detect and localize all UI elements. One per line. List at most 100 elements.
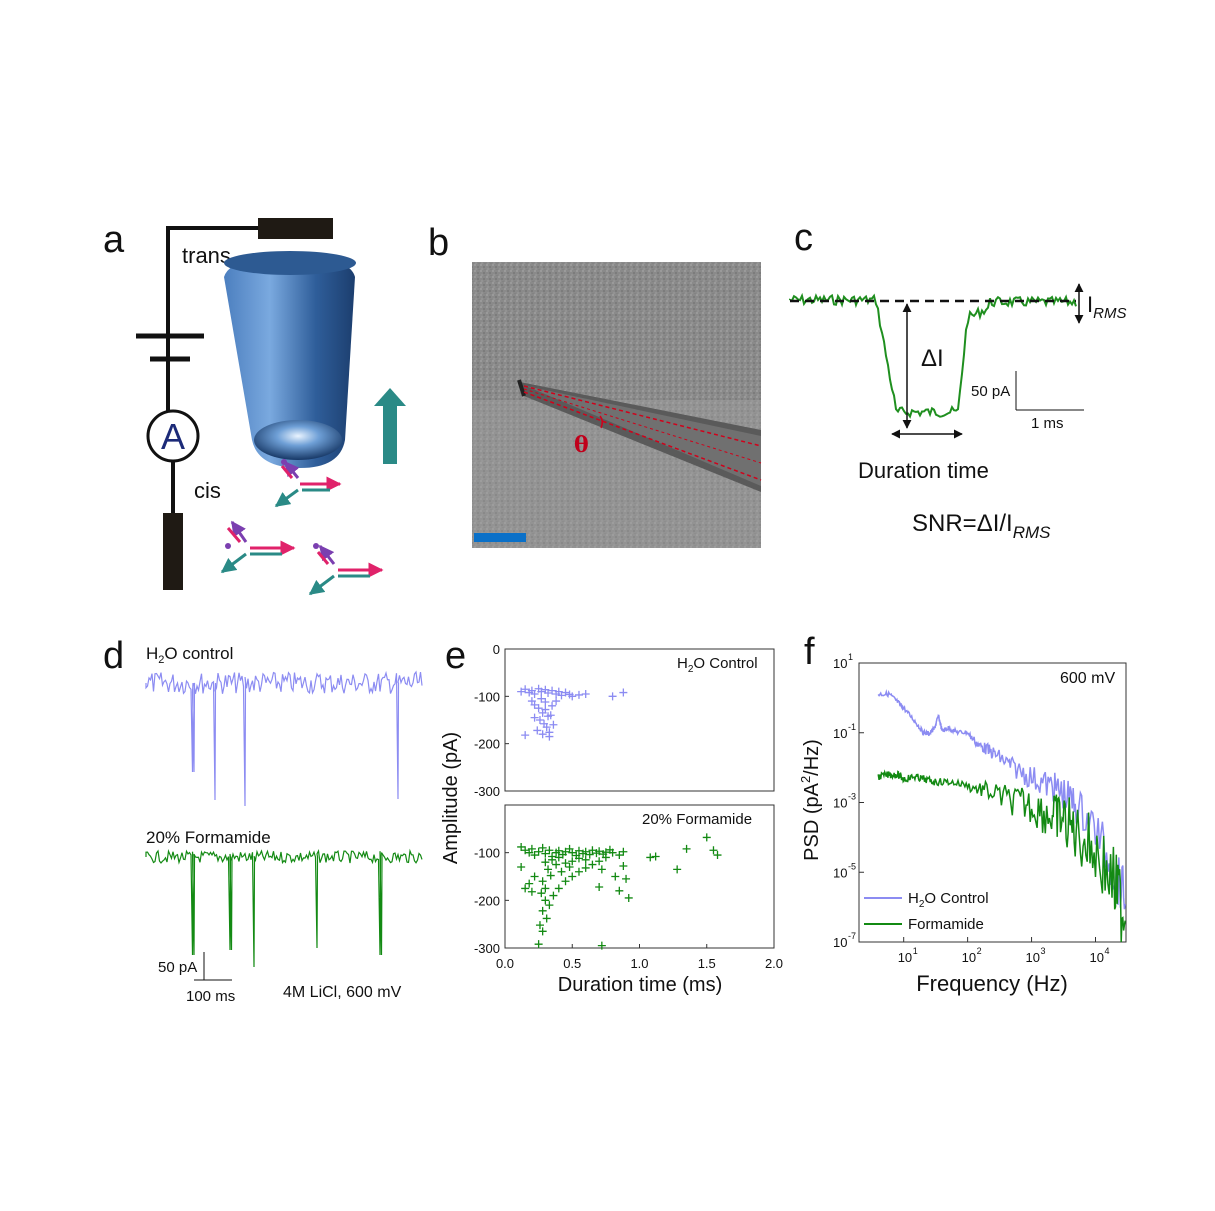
scatter-point [527,844,536,853]
scatter-point [548,686,557,695]
scatter-point [557,867,566,876]
y-tick-label: -100 [474,689,500,704]
angle-label: θ [574,432,589,458]
scatter-point [535,716,544,724]
scatter-point [565,862,574,871]
scatter-point [549,891,558,900]
scatter-point [651,852,660,861]
scatter-point [561,688,570,697]
y-tick-exponent: -7 [848,931,856,941]
scatter-point [619,862,628,871]
scatter-point [541,705,550,714]
x-tick-exponent: 2 [977,946,982,956]
scatter-point [673,865,682,874]
e-top-points [517,684,628,741]
trace-label-formamide: 20% Formamide [146,828,271,847]
scatter-point [538,927,547,936]
scatter-point [521,731,530,740]
scatter-point [538,730,547,739]
scatter-point [541,884,550,893]
e-bottom-ticks: -100 -200 -300 [474,846,509,956]
trans-wire [166,226,262,411]
angle-line-top [523,385,762,447]
delta-i-label: ΔI [921,345,944,372]
dna-junction-2 [220,520,296,574]
scatter-point [622,874,631,883]
y-tick-exponent: -3 [848,792,856,802]
angle-line-bottom [523,391,762,481]
scatter-point [546,871,555,880]
y-tick-exponent: 1 [848,652,853,662]
scatter-point [581,863,590,872]
scatter-point [545,732,554,741]
e-top-plot-frame [504,648,775,792]
scatter-point [595,882,604,891]
panel-label-f: f [804,631,815,673]
scatter-point [541,698,550,707]
scatter-point [597,865,606,874]
x-tick-label: 1.5 [698,956,716,971]
scale-current-label: 50 pA [971,383,1010,400]
scatter-point [530,713,539,722]
scatter-point [574,690,583,699]
e-bottom-points [517,833,722,950]
scatter-point [574,854,583,863]
panel-label-d: d [103,635,124,677]
scatter-point [530,872,539,881]
f-legend-formamide: Formamide [908,916,984,933]
y-tick-label: 0 [493,642,500,657]
x-tick-label: 10 [1089,950,1103,965]
scatter-point [595,857,604,866]
scatter-point [541,849,550,858]
ammeter-label: A [161,416,185,457]
scatter-point [530,851,539,860]
x-tick-label: 2.0 [765,956,783,971]
scatter-point [530,700,539,709]
scatter-point [537,687,546,696]
scatter-point [548,701,557,710]
scatter-point [608,692,617,701]
scatter-point [601,853,610,862]
y-tick-label: -200 [474,893,500,908]
x-tick-label: 10 [1026,950,1040,965]
scatter-point [534,847,543,856]
scatter-point [588,860,597,869]
scatter-point [544,865,553,874]
y-tick-label: 10 [833,656,847,671]
scatter-point [608,848,617,857]
scatter-point [554,884,563,893]
scatter-point [581,847,590,856]
scatter-point [545,846,554,855]
scatter-point [568,872,577,881]
panel-d: d H2O control 20% Formamide 50 pA 100 ms… [103,635,423,1005]
f-y-axis-label: PSD (pA2/Hz) [798,739,823,861]
angle-arc [599,415,604,429]
snr-formula: SNR=ΔI/IRMS [912,510,1051,542]
scatter-point [615,886,624,895]
scatter-point [713,851,722,860]
y-tick-label: -100 [474,846,500,861]
panel-label-a: a [103,219,125,261]
scatter-point [624,893,633,902]
e-x-axis-label: Duration time (ms) [558,974,722,996]
y-tick-label: 10 [833,935,847,950]
e-x-ticks: 0.0 0.5 1.0 1.5 2.0 [496,944,783,971]
scatter-point [521,884,530,893]
panel-label-e: e [445,635,466,677]
scatter-point [517,687,526,696]
scatter-point [538,843,547,852]
panel-label-b: b [428,222,449,264]
scatter-point [541,858,550,867]
panel-a: a A trans cis [103,218,406,596]
y-tick-label: -200 [474,737,500,752]
scatter-point [545,901,554,910]
scatter-point [527,887,536,896]
scatter-point [544,689,553,698]
flow-arrow-icon [374,388,406,406]
scatter-point [574,846,583,855]
scatter-point [538,906,547,915]
scatter-point [561,859,570,868]
scatter-point [595,847,604,856]
scatter-point [568,848,577,857]
